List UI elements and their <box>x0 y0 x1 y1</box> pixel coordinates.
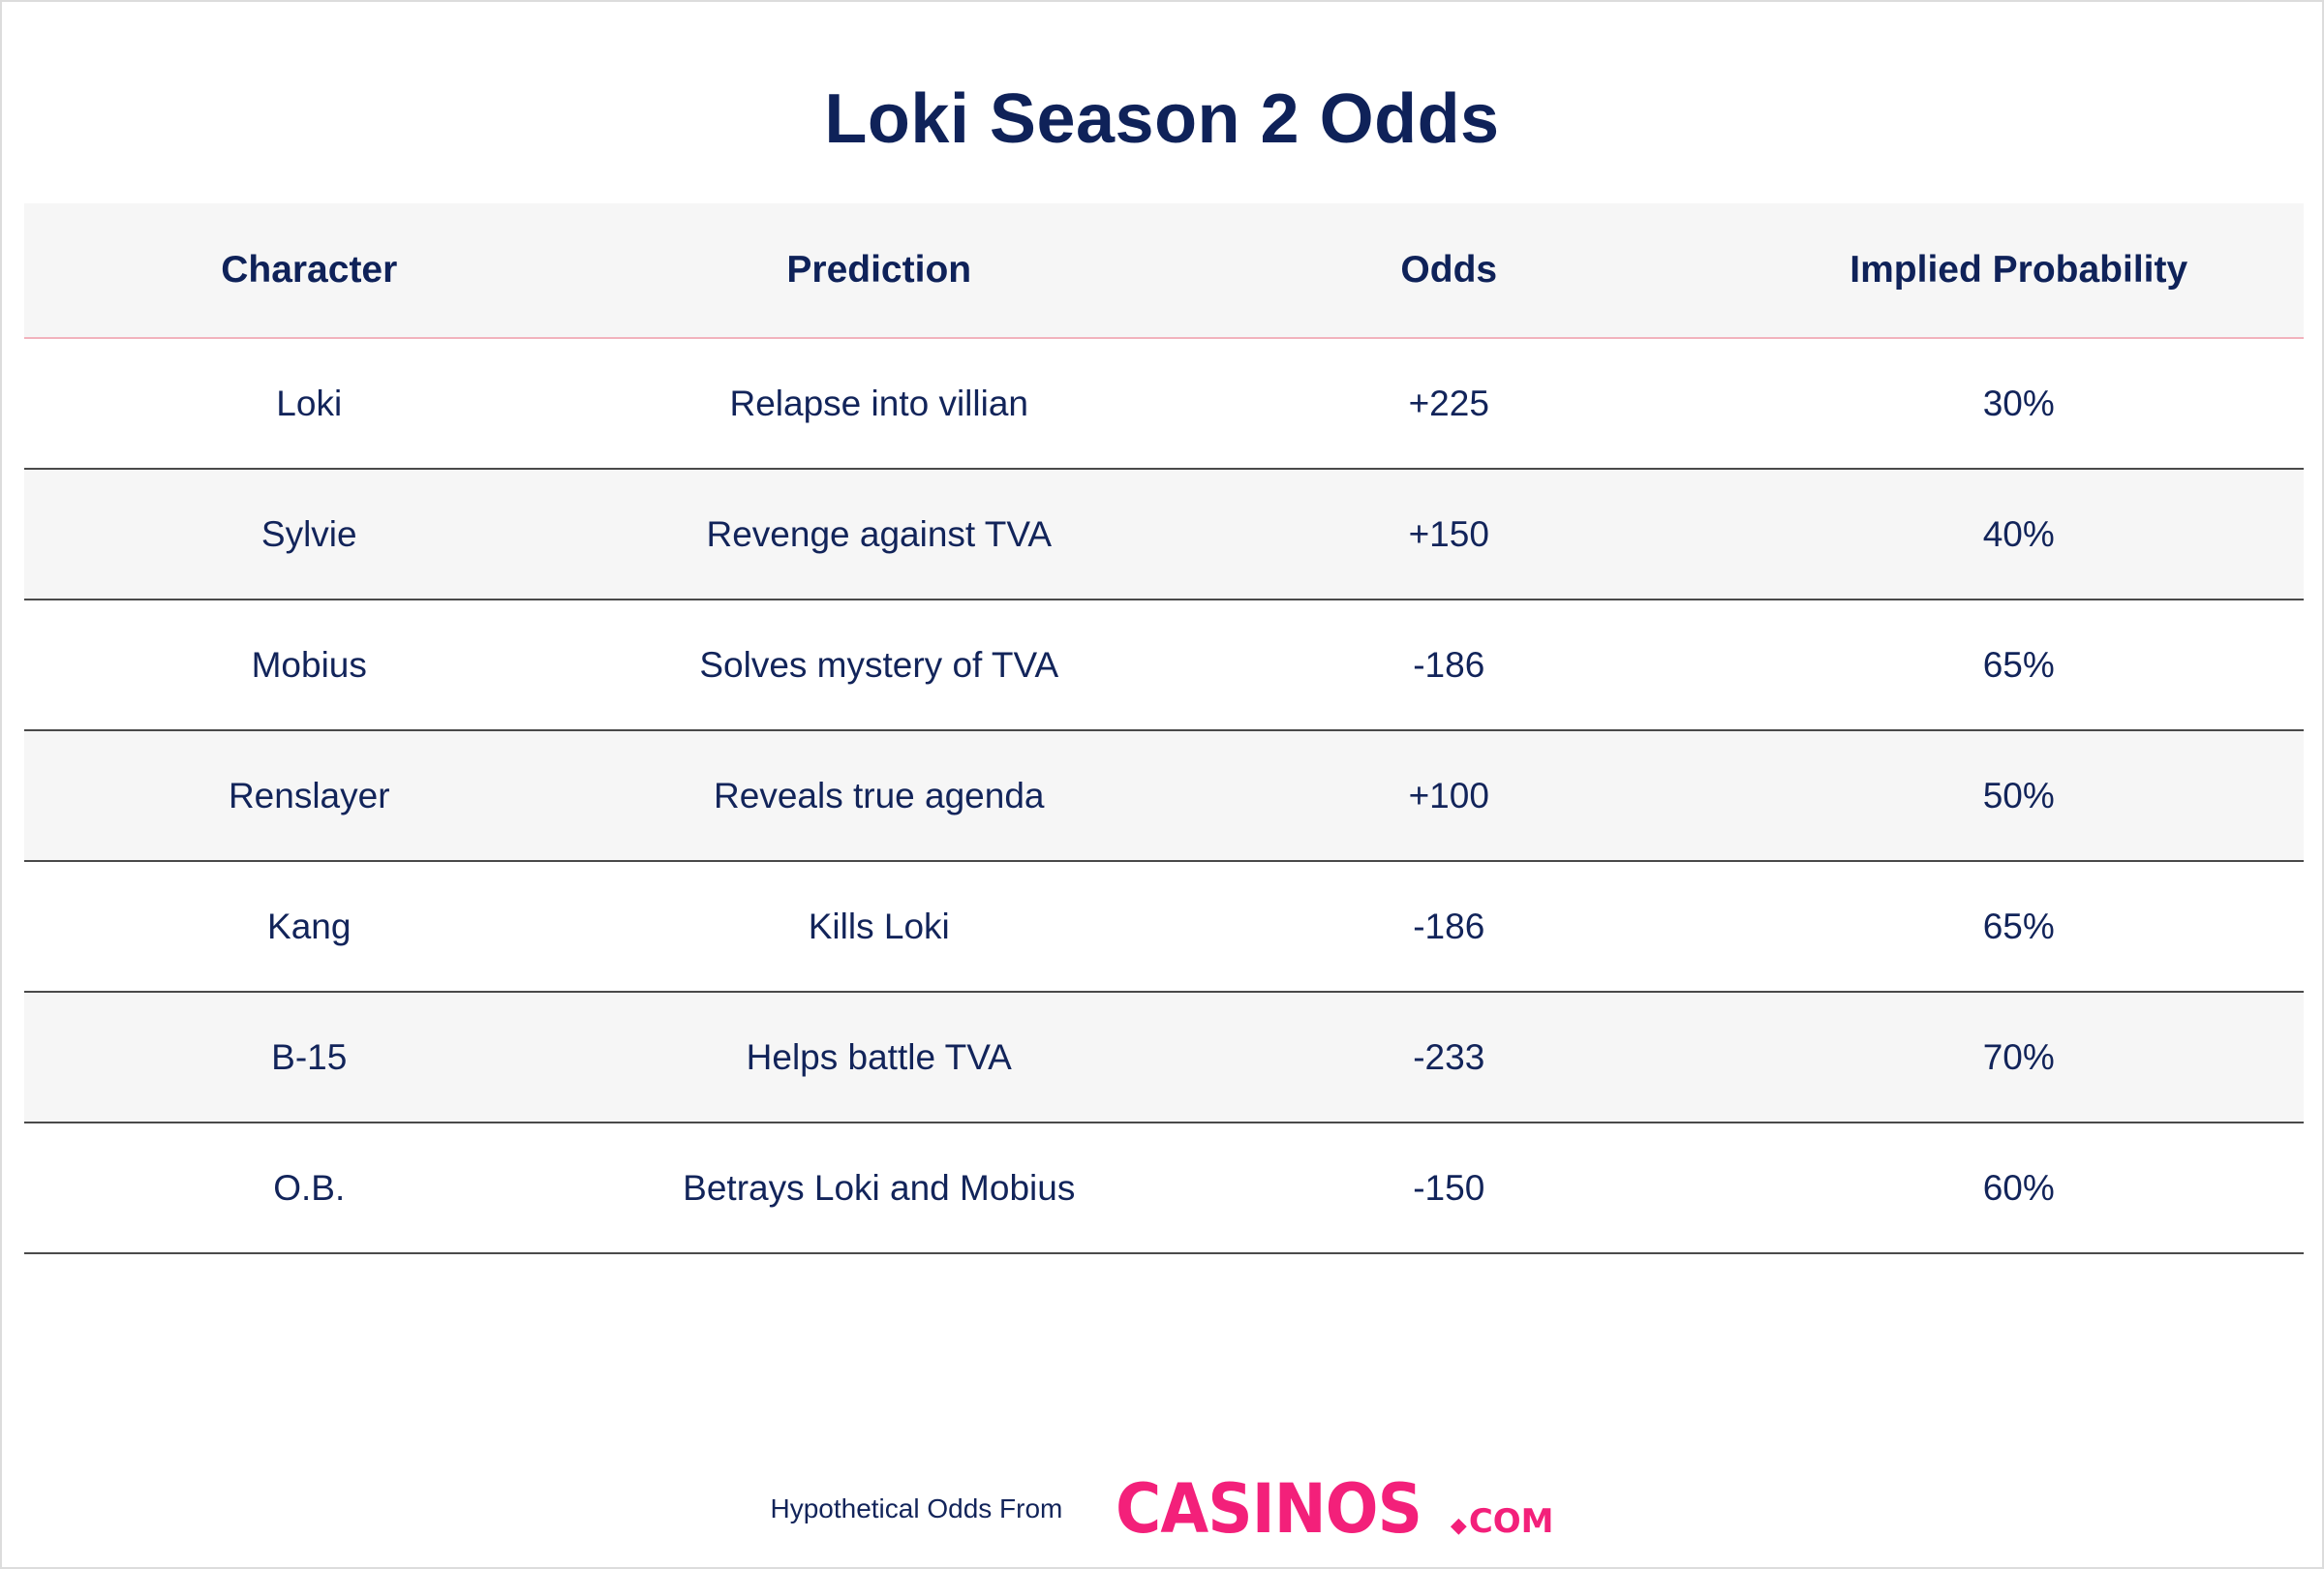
odds-cell: -186 <box>1413 906 1485 946</box>
footer: Hypothetical Odds From CASINOS ◆ COM <box>2 1469 2322 1549</box>
character-cell: Renslayer <box>228 775 390 815</box>
odds-cell: +100 <box>1408 775 1489 815</box>
probability-cell: 60% <box>1982 1167 2055 1208</box>
odds-cell: -150 <box>1413 1167 1485 1208</box>
table-row: Kang Kills Loki -186 65% <box>24 862 2304 993</box>
probability-cell: 65% <box>1982 906 2055 946</box>
odds-cell: -233 <box>1413 1036 1485 1077</box>
table-row: O.B. Betrays Loki and Mobius -150 60% <box>24 1123 2304 1254</box>
probability-cell: 40% <box>1982 513 2055 554</box>
prediction-cell: Kills Loki <box>808 906 950 946</box>
character-cell: Mobius <box>251 644 367 685</box>
column-header-prediction: Prediction <box>786 249 972 291</box>
probability-cell: 65% <box>1982 644 2055 685</box>
character-cell: O.B. <box>273 1167 346 1208</box>
source-note: Hypothetical Odds From <box>770 1493 1063 1523</box>
table-row: B-15 Helps battle TVA -233 70% <box>24 993 2304 1123</box>
casinos-com-logo[interactable]: CASINOS ◆ COM <box>1116 1469 1553 1549</box>
diamond-icon: ◆ <box>1450 1514 1467 1538</box>
character-cell: Loki <box>276 383 343 423</box>
table-row: Mobius Solves mystery of TVA -186 65% <box>24 600 2304 731</box>
odds-cell: -186 <box>1413 644 1485 685</box>
character-cell: Kang <box>267 906 352 946</box>
column-header-odds: Odds <box>1400 249 1498 291</box>
prediction-cell: Betrays Loki and Mobius <box>683 1167 1076 1208</box>
prediction-cell: Reveals true agenda <box>714 775 1045 815</box>
page-title: Loki Season 2 Odds <box>824 80 1500 158</box>
prediction-cell: Revenge against TVA <box>706 513 1053 554</box>
odds-cell: +225 <box>1408 383 1489 423</box>
character-cell: Sylvie <box>260 513 357 554</box>
logo-domain: COM <box>1468 1502 1554 1541</box>
table-header-row: Character Prediction Odds Implied Probab… <box>24 203 2304 339</box>
table-row: Renslayer Reveals true agenda +100 50% <box>24 731 2304 862</box>
character-cell: B-15 <box>271 1036 348 1077</box>
odds-cell: +150 <box>1408 513 1489 554</box>
prediction-cell: Relapse into villian <box>729 383 1028 423</box>
probability-cell: 30% <box>1982 383 2055 423</box>
table-row: Sylvie Revenge against TVA +150 40% <box>24 470 2304 600</box>
probability-cell: 50% <box>1982 775 2055 815</box>
table-row: Loki Relapse into villian +225 30% <box>24 339 2304 470</box>
logo-wordmark: CASINOS <box>1116 1469 1422 1549</box>
prediction-cell: Solves mystery of TVA <box>699 644 1059 685</box>
odds-table: Character Prediction Odds Implied Probab… <box>24 203 2304 1254</box>
column-header-implied-probability: Implied Probability <box>1850 249 2188 291</box>
column-header-character: Character <box>221 249 398 291</box>
probability-cell: 70% <box>1982 1036 2055 1077</box>
prediction-cell: Helps battle TVA <box>746 1036 1012 1077</box>
